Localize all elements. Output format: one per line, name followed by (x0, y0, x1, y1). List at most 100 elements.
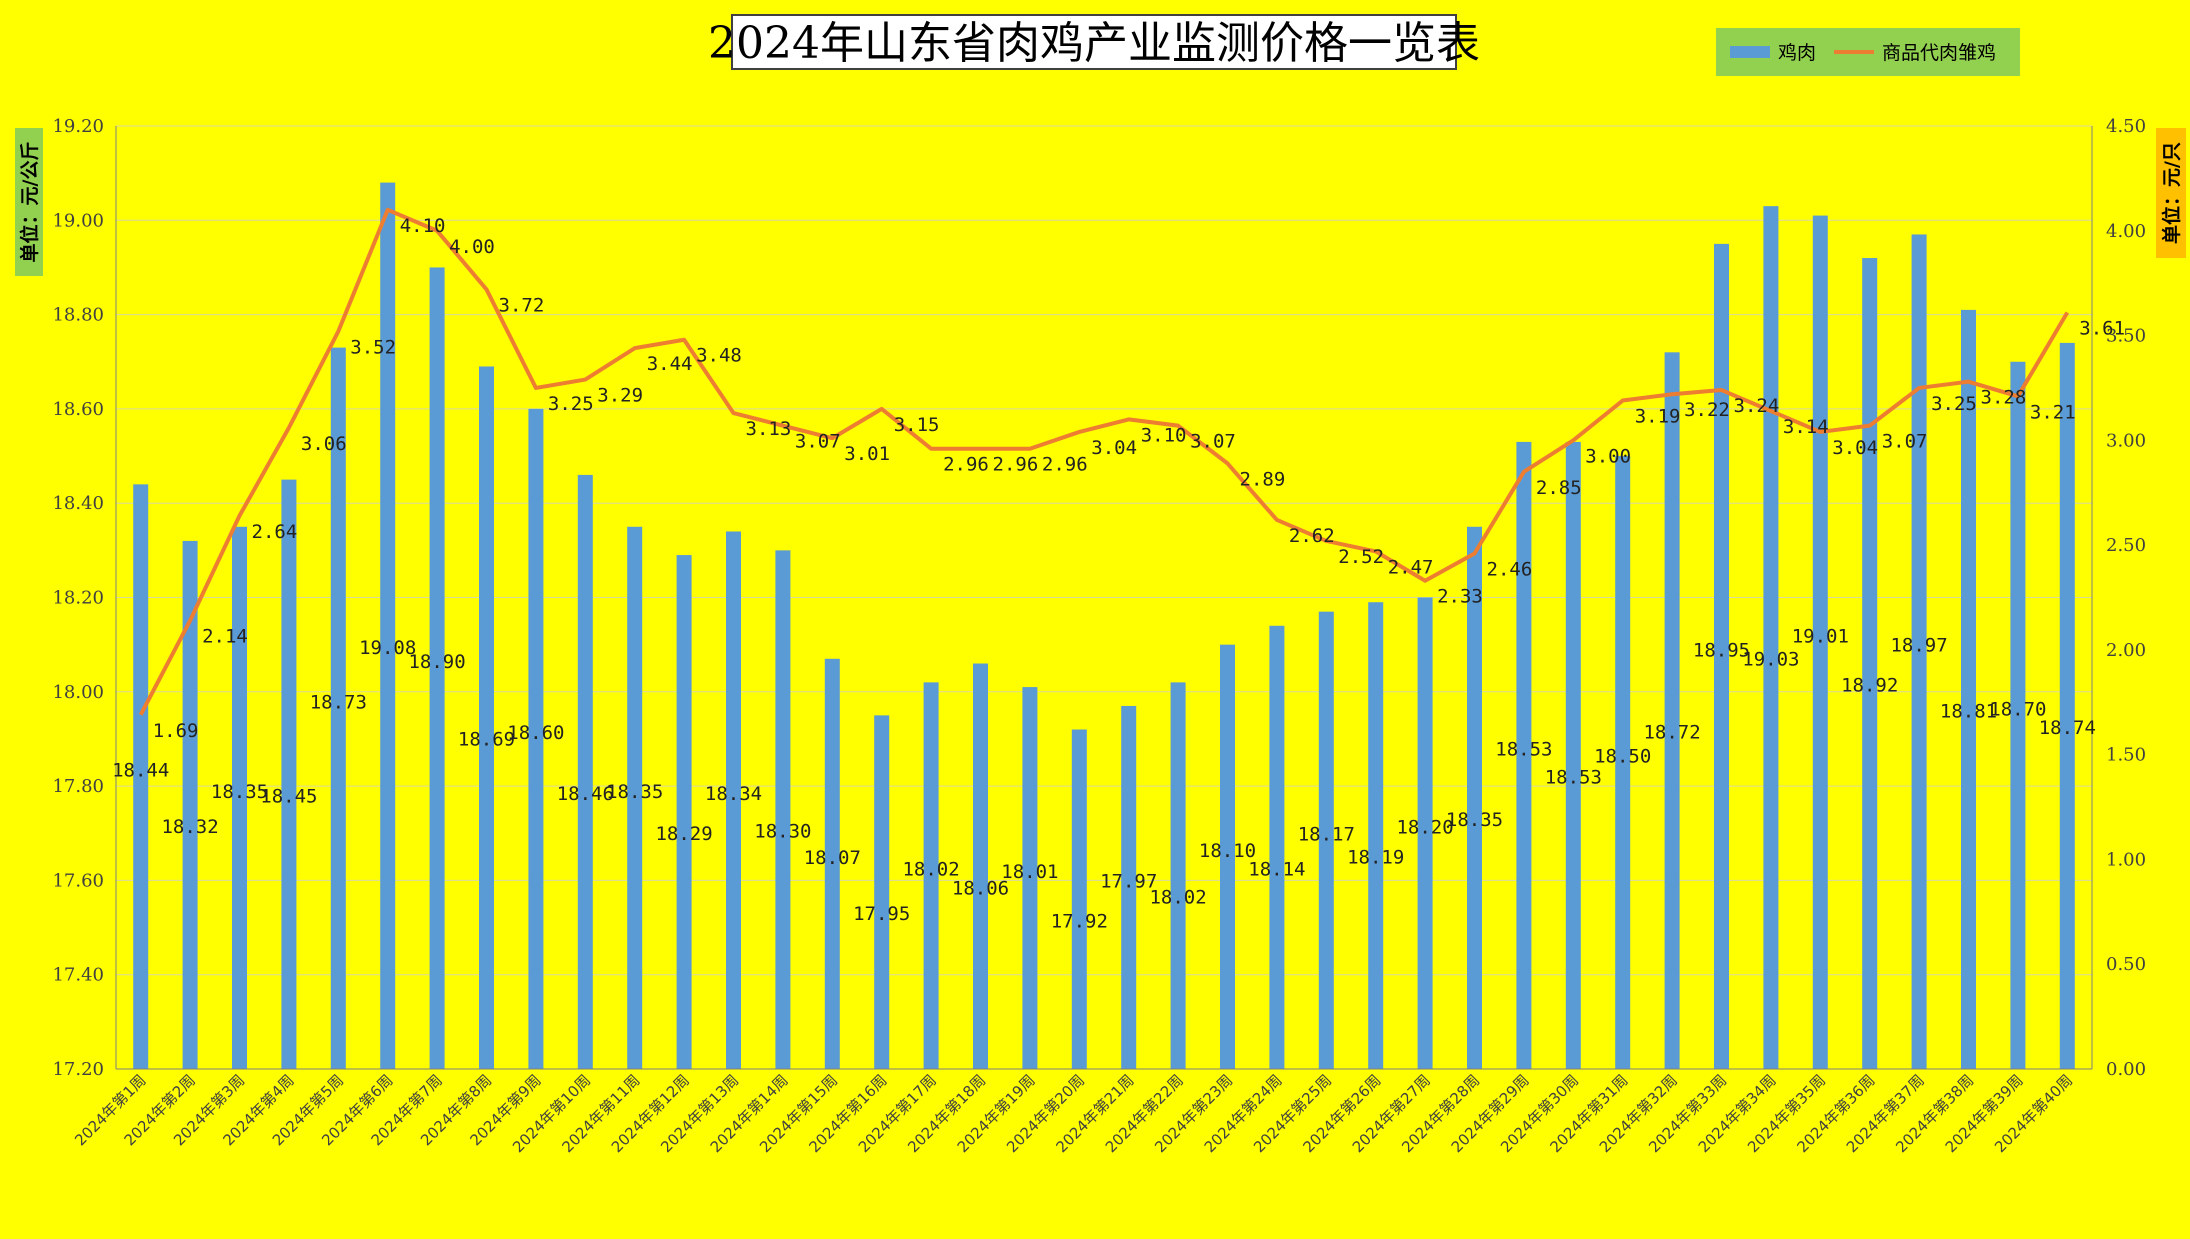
bar (429, 267, 445, 1069)
bar-data-label: 18.17 (1298, 823, 1355, 845)
left-tick-label: 19.20 (52, 116, 104, 137)
right-tick-label: 1.50 (2106, 745, 2146, 766)
line-data-label: 1.69 (153, 720, 199, 742)
bar (627, 526, 643, 1069)
line-data-label: 3.22 (1684, 399, 1730, 421)
data-labels: 18.4418.3218.3518.4518.7319.0818.9018.69… (112, 215, 2125, 932)
right-tick-label: 0.50 (2106, 954, 2146, 975)
bar (1170, 682, 1186, 1069)
bar (1516, 441, 1532, 1069)
bar (1318, 611, 1334, 1069)
grid-lines (116, 125, 2092, 1070)
bar-data-label: 18.06 (952, 877, 1009, 899)
bar-data-label: 18.72 (1643, 722, 1700, 744)
legend: 鸡肉 商品代肉雏鸡 (1716, 28, 2020, 76)
bar-data-label: 18.32 (161, 816, 218, 838)
bar-data-label: 19.08 (359, 637, 416, 659)
left-tick-label: 18.60 (52, 399, 104, 420)
left-tick-label: 18.40 (52, 493, 104, 514)
bar-data-label: 18.19 (1347, 847, 1404, 869)
line-data-label: 2.52 (1338, 546, 1384, 568)
bar-data-label: 18.81 (1940, 700, 1997, 722)
line-data-label: 2.33 (1437, 586, 1483, 608)
bar (2059, 342, 2075, 1069)
bar (1071, 729, 1087, 1069)
bar (726, 531, 741, 1069)
bar (1911, 234, 1927, 1069)
bar-data-label: 18.35 (606, 781, 663, 803)
right-tick-label: 3.00 (2106, 430, 2146, 451)
chart-title: 2024年山东省肉鸡产业监测价格一览表 (708, 18, 1480, 69)
line-data-label: 3.15 (894, 414, 940, 436)
bar (824, 658, 840, 1069)
left-tick-label: 17.20 (52, 1059, 104, 1080)
line-data-label: 3.61 (2079, 318, 2125, 340)
bar-data-label: 18.97 (1890, 635, 1947, 657)
legend-label-chicken-meat: 鸡肉 (1778, 42, 1816, 64)
bar (1615, 456, 1631, 1069)
bar-data-label: 18.35 (1446, 809, 1503, 831)
chart-title-box: 2024年山东省肉鸡产业监测价格一览表 (708, 14, 1480, 70)
line-data-label: 3.07 (795, 431, 841, 453)
right-axis-label: 单位：元/只 (2160, 142, 2183, 244)
right-tick-label: 2.00 (2106, 640, 2146, 661)
line-data-label: 3.04 (1091, 437, 1137, 459)
right-tick-label: 4.50 (2106, 116, 2146, 137)
bar (2010, 361, 2026, 1069)
left-tick-label: 18.20 (52, 588, 104, 609)
right-tick-label: 3.50 (2106, 326, 2146, 347)
bar (874, 715, 890, 1069)
bar (676, 555, 692, 1069)
bar-data-label: 18.07 (804, 847, 861, 869)
bar-data-label: 18.35 (211, 781, 268, 803)
line-data-label: 3.24 (1734, 395, 1780, 417)
line-data-label: 3.19 (1635, 406, 1681, 428)
right-axis-unit: 单位：元/只 (2156, 128, 2186, 258)
line-data-label: 2.62 (1289, 525, 1335, 547)
line-data-label: 2.64 (252, 521, 298, 543)
line-data-label: 3.07 (1190, 431, 1236, 453)
right-tick-label: 0.00 (2106, 1059, 2146, 1080)
series-line (138, 207, 2070, 716)
line-data-label: 2.89 (1240, 468, 1286, 490)
bar (330, 347, 346, 1070)
bar (281, 479, 297, 1069)
legend-bar-swatch (1730, 46, 1770, 58)
left-axis-label: 单位：元/公斤 (18, 142, 41, 263)
bar (1368, 602, 1384, 1069)
bar (1269, 625, 1285, 1069)
bar-data-label: 18.01 (1001, 861, 1058, 883)
bar-data-label: 18.10 (1199, 840, 1256, 862)
bar-data-label: 18.34 (705, 783, 762, 805)
bar (133, 484, 149, 1070)
bar-data-label: 19.01 (1792, 625, 1849, 647)
line-data-label: 2.46 (1487, 558, 1533, 580)
line-data-label: 3.01 (844, 443, 890, 465)
line-data-label: 3.10 (1141, 424, 1187, 446)
legend-label-chicks: 商品代肉雏鸡 (1882, 42, 1996, 64)
right-tick-label: 1.00 (2106, 849, 2146, 870)
bar-data-label: 18.02 (1149, 887, 1206, 909)
bar (923, 682, 939, 1069)
line-data-label: 3.52 (350, 336, 396, 358)
bar (775, 550, 791, 1069)
bar-data-label: 18.92 (1841, 675, 1898, 697)
line-data-label: 3.06 (301, 433, 347, 455)
bar-data-label: 18.29 (655, 823, 712, 845)
bar (1763, 206, 1779, 1069)
line-data-label: 3.48 (696, 345, 742, 367)
bar-data-label: 18.53 (1545, 766, 1602, 788)
left-tick-label: 17.60 (52, 870, 104, 891)
bar-data-label: 18.44 (112, 760, 169, 782)
line-data-label: 3.25 (548, 393, 594, 415)
bar-data-label: 18.95 (1693, 639, 1750, 661)
bar (528, 408, 544, 1069)
line-data-label: 3.14 (1783, 416, 1829, 438)
bar-data-label: 18.46 (557, 783, 614, 805)
line-data-label: 3.07 (1882, 431, 1928, 453)
bar-data-label: 18.69 (458, 729, 515, 751)
bar-data-label: 18.53 (1495, 738, 1552, 760)
bar (973, 663, 988, 1069)
bar (1220, 644, 1235, 1069)
